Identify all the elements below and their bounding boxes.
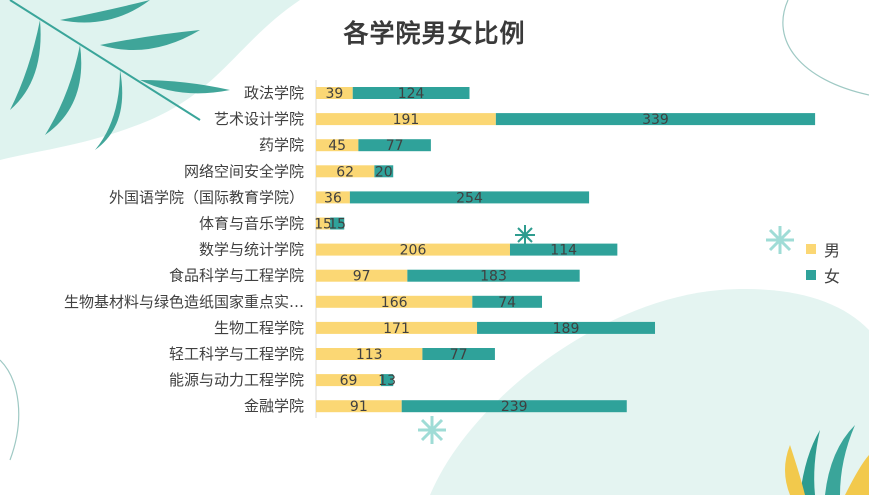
bar-male <box>316 348 423 360</box>
category-label: 网络空间安全学院 <box>184 162 304 180</box>
bar-female <box>422 348 495 360</box>
data-label-female: 77 <box>450 347 468 363</box>
legend-item-male: 男 <box>806 236 840 262</box>
data-label-male: 97 <box>353 269 371 285</box>
category-label: 生物基材料与绿色造纸国家重点实… <box>64 293 304 311</box>
bar-male <box>316 113 496 126</box>
data-label-female: 77 <box>386 138 404 154</box>
bar-female <box>495 113 816 126</box>
data-label-male: 191 <box>393 112 420 128</box>
data-label-female: 339 <box>642 112 669 128</box>
category-label: 轻工科学与工程学院 <box>169 345 304 363</box>
corner-line <box>782 0 869 96</box>
data-label-male: 91 <box>350 399 368 415</box>
legend-swatch-male <box>806 244 816 254</box>
bar-female <box>401 400 627 413</box>
bar-male <box>316 217 331 230</box>
bar-female <box>330 217 345 230</box>
data-label-male: 36 <box>324 190 342 206</box>
bar-male <box>316 165 375 178</box>
bar-female <box>472 295 543 308</box>
bar-male <box>316 87 353 99</box>
data-label-female: 74 <box>498 295 516 311</box>
data-label-female: 15 <box>328 217 346 233</box>
star-decoration-2 <box>515 225 535 245</box>
star-decoration-3 <box>418 416 446 444</box>
category-label: 食品科学与工程学院 <box>169 267 304 285</box>
data-label-female: 239 <box>501 399 528 415</box>
bar-male <box>316 269 408 282</box>
bar-male <box>316 139 359 152</box>
data-label-female: 183 <box>480 269 507 285</box>
data-label-female: 20 <box>375 164 393 180</box>
data-label-female: 189 <box>553 321 580 337</box>
data-label-male: 206 <box>400 243 427 259</box>
data-label-female: 124 <box>398 86 425 102</box>
left-line <box>0 359 20 461</box>
category-label: 数学与统计学院 <box>199 241 304 259</box>
bar-female <box>352 87 470 99</box>
data-label-female: 13 <box>378 373 396 389</box>
bar-male <box>316 243 510 256</box>
legend-item-female: 女 <box>806 262 840 288</box>
category-label: 体育与音乐学院 <box>199 215 304 233</box>
category-label: 政法学院 <box>244 84 304 102</box>
bar-male <box>316 374 381 387</box>
data-label-male: 113 <box>356 347 383 363</box>
data-label-female: 114 <box>550 243 577 259</box>
palm-leaf-decoration <box>9 0 230 150</box>
data-label-male: 15 <box>314 217 332 233</box>
bar-male <box>316 400 402 413</box>
bar-female <box>380 374 394 387</box>
bar-male <box>316 321 478 334</box>
data-label-male: 171 <box>383 321 410 337</box>
legend-label-male: 男 <box>824 241 841 260</box>
bar-female <box>374 165 394 178</box>
data-label-male: 69 <box>340 373 358 389</box>
category-label: 金融学院 <box>244 397 304 415</box>
chart-title: 各学院男女比例 <box>343 19 526 48</box>
category-label: 外国语学院（国际教育学院） <box>109 188 304 206</box>
star-decoration-1 <box>766 226 794 254</box>
data-label-female: 254 <box>456 190 483 206</box>
bottom-right-plants <box>785 425 869 495</box>
bar-male <box>316 295 473 308</box>
bar-female <box>477 321 656 334</box>
bottom-right-wave <box>430 289 869 495</box>
legend: 男 女 <box>806 236 840 288</box>
legend-swatch-female <box>806 270 816 280</box>
category-label: 艺术设计学院 <box>214 110 304 128</box>
legend-label-female: 女 <box>824 267 841 286</box>
bar-female <box>407 269 580 282</box>
data-label-male: 39 <box>325 86 343 102</box>
data-label-male: 166 <box>381 295 408 311</box>
bar-male <box>316 191 350 204</box>
bar-female <box>509 243 618 256</box>
bar-female <box>358 139 431 152</box>
category-label: 能源与动力工程学院 <box>169 371 304 389</box>
category-label: 生物工程学院 <box>214 319 304 337</box>
bar-female <box>349 191 590 204</box>
data-label-male: 62 <box>336 164 354 180</box>
data-label-male: 45 <box>328 138 346 154</box>
category-label: 药学院 <box>259 136 304 154</box>
